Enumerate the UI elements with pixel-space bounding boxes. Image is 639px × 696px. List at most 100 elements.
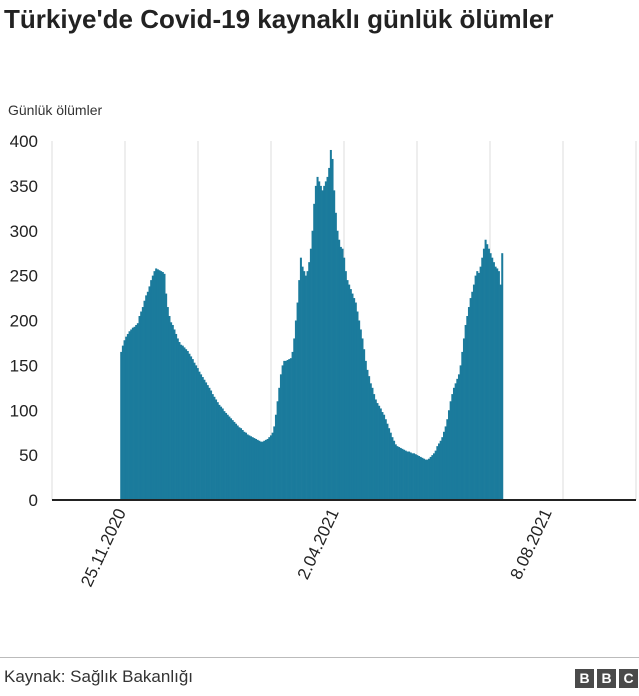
bar bbox=[181, 345, 184, 500]
bar bbox=[492, 262, 495, 500]
bar bbox=[238, 427, 241, 500]
bar bbox=[309, 248, 312, 500]
bar bbox=[123, 340, 126, 500]
bar bbox=[235, 423, 238, 500]
y-tick-label: 300 bbox=[10, 222, 38, 241]
bar bbox=[419, 456, 422, 500]
bar bbox=[368, 376, 371, 500]
bar bbox=[274, 414, 277, 500]
bar bbox=[346, 280, 349, 500]
x-tick-label: 8.08.2021 bbox=[507, 506, 556, 583]
bar bbox=[449, 401, 452, 500]
bar bbox=[178, 342, 181, 500]
bar bbox=[459, 365, 462, 500]
bar bbox=[467, 307, 470, 500]
x-tick-labels: 25.11.2020 2.04.2021 8.08.2021 bbox=[77, 506, 556, 590]
bar bbox=[409, 452, 412, 500]
bar bbox=[323, 185, 326, 500]
bar bbox=[494, 266, 497, 500]
bar bbox=[424, 459, 427, 500]
bar bbox=[218, 404, 221, 500]
bar bbox=[254, 438, 257, 500]
bar bbox=[329, 149, 332, 500]
bar bbox=[171, 324, 174, 500]
bar bbox=[331, 158, 334, 500]
bar bbox=[284, 360, 287, 500]
bar bbox=[304, 275, 307, 500]
bar bbox=[438, 443, 441, 500]
logo-letter: B bbox=[575, 669, 594, 688]
bar bbox=[281, 365, 284, 500]
bar bbox=[279, 374, 282, 500]
bar bbox=[168, 316, 171, 500]
bar bbox=[156, 269, 159, 500]
bar bbox=[376, 403, 379, 500]
bar bbox=[258, 440, 261, 500]
bar bbox=[314, 185, 317, 500]
bar bbox=[444, 426, 447, 500]
bar bbox=[456, 378, 459, 500]
bar bbox=[298, 280, 301, 500]
bar bbox=[158, 270, 161, 500]
bar bbox=[208, 387, 211, 500]
bar bbox=[471, 291, 474, 500]
bar bbox=[414, 454, 417, 500]
bar bbox=[195, 365, 198, 500]
bar bbox=[356, 311, 359, 500]
bar bbox=[454, 383, 457, 500]
bar bbox=[403, 449, 406, 500]
bar bbox=[188, 353, 191, 500]
y-tick-label: 0 bbox=[29, 491, 38, 510]
bar bbox=[264, 439, 267, 500]
bar bbox=[161, 272, 164, 500]
bar bbox=[393, 440, 396, 500]
bar bbox=[135, 324, 138, 500]
logo-letter: B bbox=[597, 669, 616, 688]
bar bbox=[266, 438, 269, 500]
bar bbox=[408, 451, 411, 500]
bar bbox=[429, 456, 432, 500]
bar bbox=[145, 295, 148, 500]
chart-title: Türkiye'de Covid-19 kaynaklı günlük ölüm… bbox=[4, 4, 554, 34]
bar bbox=[136, 323, 139, 500]
bar bbox=[396, 446, 399, 500]
bar bbox=[249, 436, 253, 500]
bar bbox=[180, 344, 183, 500]
bar bbox=[319, 185, 322, 500]
bar bbox=[286, 359, 289, 500]
bar bbox=[351, 293, 354, 500]
bar bbox=[398, 447, 401, 500]
bar bbox=[469, 298, 472, 500]
bar bbox=[291, 351, 294, 500]
bar bbox=[203, 379, 206, 500]
bar bbox=[447, 410, 451, 500]
bar bbox=[433, 453, 436, 500]
bar bbox=[441, 437, 444, 500]
bar bbox=[151, 275, 154, 500]
bar bbox=[416, 455, 419, 500]
bar bbox=[138, 316, 141, 500]
bar bbox=[489, 253, 492, 500]
bar bbox=[486, 244, 489, 500]
bar bbox=[225, 412, 228, 500]
bar bbox=[373, 394, 376, 500]
bar bbox=[163, 273, 166, 500]
bar bbox=[251, 437, 254, 500]
bar bbox=[442, 431, 446, 500]
bar bbox=[491, 257, 494, 500]
bar bbox=[399, 447, 402, 500]
bar bbox=[185, 349, 188, 500]
y-tick-label: 200 bbox=[10, 312, 38, 331]
bar bbox=[428, 458, 431, 500]
bar bbox=[205, 382, 208, 500]
bar bbox=[176, 338, 179, 500]
y-tick-label: 150 bbox=[10, 356, 38, 375]
bar bbox=[201, 377, 204, 500]
bar bbox=[326, 176, 329, 500]
bar bbox=[148, 286, 151, 500]
bar bbox=[484, 239, 487, 500]
bar bbox=[474, 275, 477, 500]
bar bbox=[259, 441, 262, 500]
bar bbox=[173, 329, 176, 500]
